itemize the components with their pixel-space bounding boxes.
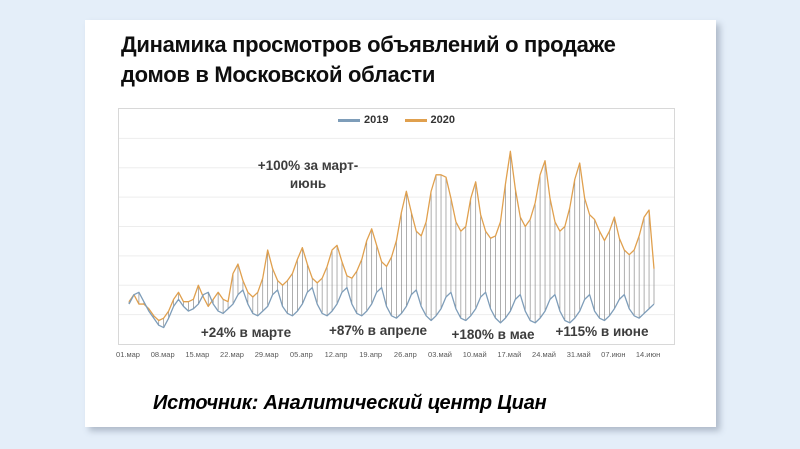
title-line-2: домов в Московской области (121, 62, 436, 87)
x-tick-label: 12.апр (324, 350, 348, 359)
source-caption: Источник: Аналитический центр Циан (153, 392, 547, 414)
x-tick-label: 17.май (497, 350, 522, 359)
x-tick-label: 01.мар (116, 350, 140, 359)
x-tick-label: 10.май (462, 350, 487, 359)
x-tick-label: 29.мар (254, 350, 279, 359)
x-tick-label: 15.мар (185, 350, 210, 359)
chart-svg (119, 137, 674, 329)
x-tick-label: 31.май (566, 350, 591, 359)
x-tick-label: 22.мар (220, 350, 244, 359)
x-tick-label: 03.май (428, 350, 452, 359)
x-tick-label: 05.апр (289, 350, 313, 359)
title-line-1: Динамика просмотров объявлений о продаже (121, 32, 616, 57)
x-tick-label: 07.июн (601, 350, 626, 359)
x-axis-labels: 01.мар 08.мар 15.мар 22.мар 29.мар 05.апр 12.а… (116, 350, 673, 362)
x-tick-label: 24.май (532, 350, 557, 359)
x-tick-label: 08.мар (150, 350, 175, 359)
x-tick-label: 14.июн (635, 350, 661, 359)
chart-plot-area: 2019 2020 +100% за март- июнь +24% в мар… (118, 108, 675, 345)
x-tick-label: 26.апр (393, 350, 417, 359)
slide-card: Динамика просмотров объявлений о продаже… (85, 20, 716, 427)
page-title: Динамика просмотров объявлений о продаже… (121, 30, 693, 90)
x-tick-label: 19.апр (359, 350, 383, 359)
